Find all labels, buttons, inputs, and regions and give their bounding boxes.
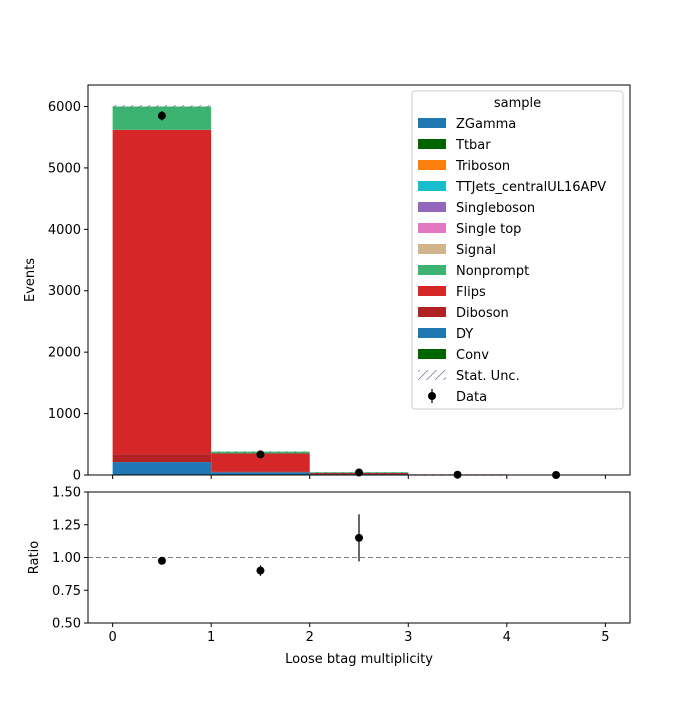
legend: sample ZGamma Ttbar Triboson TTJets_centralU… xyxy=(411,90,624,410)
legend-swatch-dy xyxy=(418,328,446,338)
main-ytick-label-5: 5000 xyxy=(48,161,81,176)
ratio-ytick-label-2: 1.00 xyxy=(52,551,81,566)
legend-swatch-triboson xyxy=(418,160,446,170)
data-point-1 xyxy=(256,450,265,459)
stack-bar-dy-bin-0 xyxy=(112,462,212,475)
legend-box xyxy=(411,90,624,410)
main-ytick-label-6: 6000 xyxy=(48,100,81,115)
legend-swatch-single-top xyxy=(418,223,446,233)
ratio-ylabel: Ratio xyxy=(27,541,42,574)
ratio-xtick-label-2: 2 xyxy=(306,630,314,645)
ratio-xtick-label-0: 0 xyxy=(108,630,116,645)
ratio-point-1 xyxy=(256,566,265,575)
legend-label-dy: DY xyxy=(456,327,473,342)
legend-label-flips: Flips xyxy=(456,285,486,300)
legend-swatch-zgamma xyxy=(418,118,446,128)
stack-bar-dy-bin-1 xyxy=(211,472,310,475)
legend-label-signal: Signal xyxy=(456,243,496,258)
stack-bar-diboson-bin-0 xyxy=(112,454,212,463)
legend-swatch-diboson xyxy=(418,307,446,317)
main-ytick-label-4: 4000 xyxy=(48,223,81,238)
ratio-xlabel: Loose btag multiplicity xyxy=(285,652,433,667)
legend-swatch-ttbar xyxy=(418,139,446,149)
ratio-xtick-label-4: 4 xyxy=(503,630,511,645)
ratio-ytick-label-1: 0.75 xyxy=(52,584,81,599)
stack-bar-diboson-bin-1 xyxy=(211,471,310,473)
legend-swatch-singleboson xyxy=(418,202,446,212)
legend-title: sample xyxy=(494,96,541,111)
legend-label-zgamma: ZGamma xyxy=(456,117,516,132)
ratio-panel: 0.50 0.75 1.00 1.25 1.50 0 1 2 3 4 5 Loose btag mul… xyxy=(27,486,631,667)
legend-swatch-signal xyxy=(418,244,446,254)
legend-swatch-flips xyxy=(418,286,446,296)
ratio-xtick-label-3: 3 xyxy=(404,630,412,645)
legend-label-singleboson: Singleboson xyxy=(456,201,535,216)
main-axes-frame xyxy=(87,84,631,476)
legend-label-stat-unc-: Stat. Unc. xyxy=(456,369,520,384)
legend-swatch-data xyxy=(428,392,436,400)
main-ytick-label-3: 3000 xyxy=(48,284,81,299)
stat-unc-band-bin-0 xyxy=(112,104,212,109)
legend-label-single-top: Single top xyxy=(456,222,521,237)
main-ytick-label-1: 1000 xyxy=(48,407,81,422)
stack-bar-flips-bin-1 xyxy=(211,453,310,472)
main-ylabel: Events xyxy=(23,258,38,302)
legend-swatch-ttjets-centralul16apv xyxy=(418,181,446,191)
ratio-point-0 xyxy=(157,556,166,565)
main-panel: 0 1000 2000 3000 4000 5000 6000 Events xyxy=(23,84,631,484)
stack-bar-flips-bin-0 xyxy=(112,129,212,455)
ratio-xtick-label-1: 1 xyxy=(207,630,215,645)
ratio-xtick-label-5: 5 xyxy=(601,630,609,645)
legend-label-ttjets-centralul16apv: TTJets_centralUL16APV xyxy=(455,180,606,195)
legend-swatch-stat-unc- xyxy=(418,370,446,380)
ratio-ytick-label-0: 0.50 xyxy=(52,617,81,632)
data-point-0 xyxy=(157,111,166,120)
legend-label-triboson: Triboson xyxy=(455,159,510,174)
ratio-ytick-label-4: 1.50 xyxy=(52,486,81,501)
legend-swatch-nonprompt xyxy=(418,265,446,275)
legend-label-data: Data xyxy=(456,390,487,405)
ratio-ytick-label-3: 1.25 xyxy=(52,518,81,533)
legend-label-ttbar: Ttbar xyxy=(455,138,491,153)
legend-label-nonprompt: Nonprompt xyxy=(456,264,529,279)
legend-label-diboson: Diboson xyxy=(456,306,509,321)
ratio-point-2 xyxy=(355,533,363,542)
main-ytick-label-2: 2000 xyxy=(48,346,81,361)
legend-swatch-conv xyxy=(418,349,446,359)
legend-label-conv: Conv xyxy=(456,348,489,363)
main-ytick-label-0: 0 xyxy=(73,469,81,484)
